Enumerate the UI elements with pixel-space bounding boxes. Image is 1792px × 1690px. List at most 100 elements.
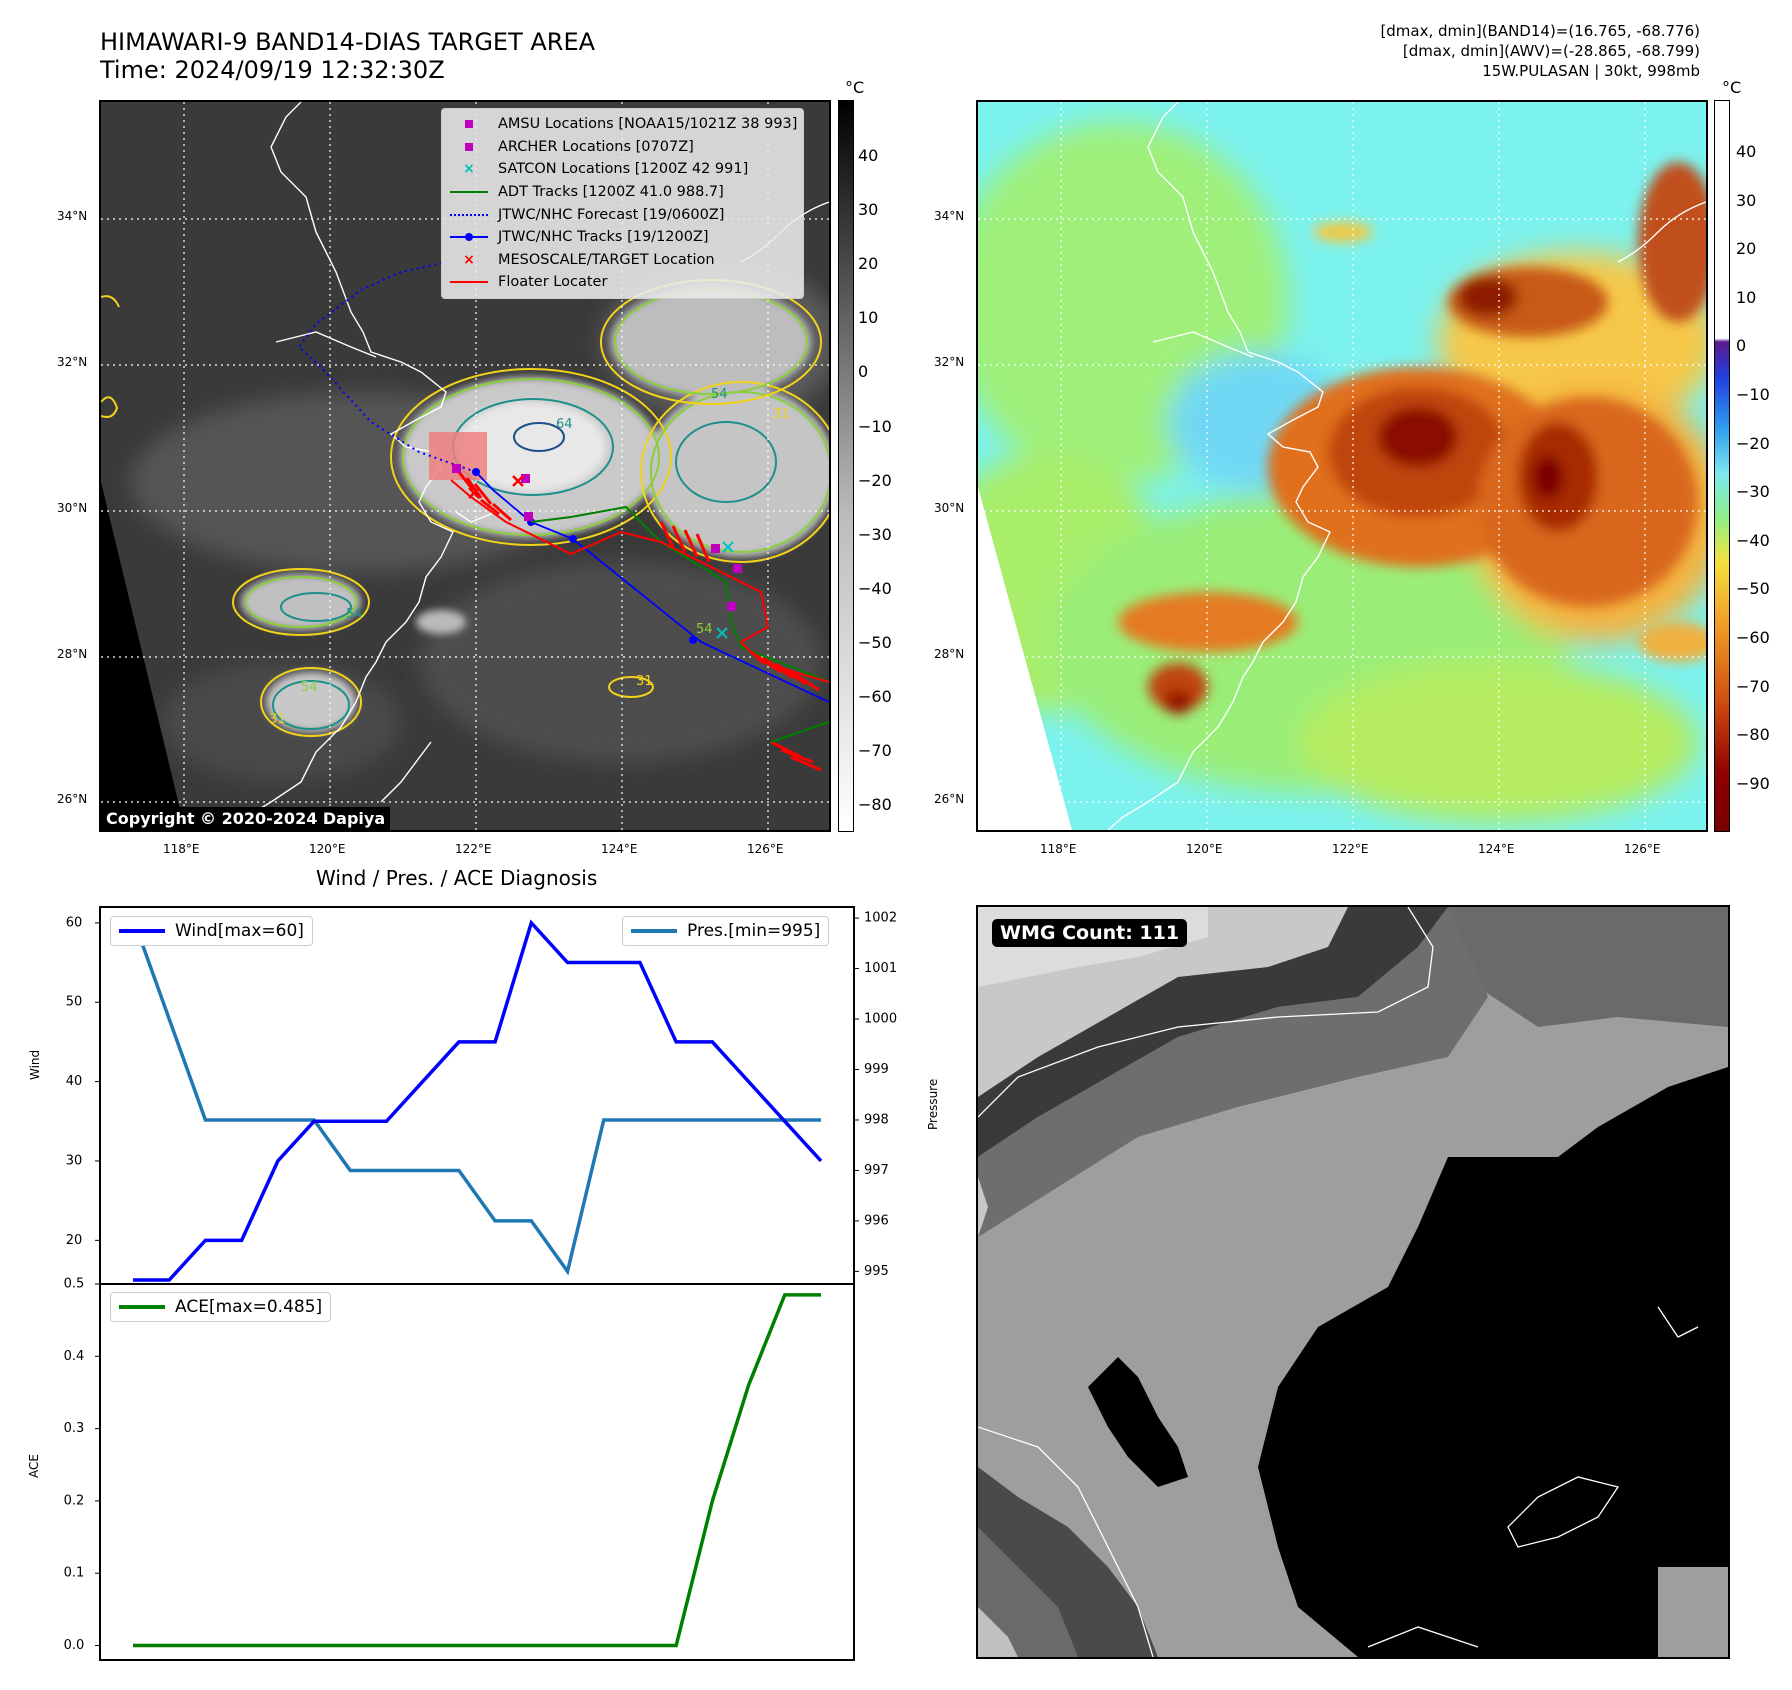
pressure-tick-label: 997 bbox=[864, 1163, 889, 1178]
ir-colorbar-tick: −10 bbox=[858, 416, 892, 436]
lon-tick-label: 124°E bbox=[601, 842, 638, 856]
lat-tick-label: 34°N bbox=[934, 209, 965, 223]
awv-colorbar-tick: −50 bbox=[1736, 579, 1770, 599]
ir-colorbar-tick: −40 bbox=[858, 578, 892, 598]
pressure-legend: Pres.[min=995] bbox=[622, 916, 830, 946]
lat-tick-label: 26°N bbox=[934, 792, 965, 806]
wmg-image bbox=[978, 907, 1728, 1657]
ace-tick-label: 0.2 bbox=[64, 1493, 85, 1508]
awv-colorbar-tick: −70 bbox=[1736, 676, 1770, 696]
legend-item-amsu: AMSU Locations [NOAA15/1021Z 38 993] bbox=[448, 113, 797, 136]
figure-title: HIMAWARI-9 BAND14-DIAS TARGET AREA bbox=[100, 28, 596, 56]
pressure-tick-label: 1001 bbox=[864, 961, 897, 976]
lon-tick-label: 118°E bbox=[1040, 842, 1077, 856]
ir-colorbar-tick: −30 bbox=[858, 524, 892, 544]
ace-tick-label: 0.5 bbox=[64, 1277, 85, 1292]
pressure-tick-label: 996 bbox=[864, 1213, 889, 1228]
awv-colorbar-unit: °C bbox=[1722, 78, 1742, 97]
pressure-tick-label: 1000 bbox=[864, 1012, 897, 1027]
awv-colorbar-tick: −90 bbox=[1736, 773, 1770, 793]
awv-colorbar-tick: −30 bbox=[1736, 482, 1770, 502]
lat-tick-label: 32°N bbox=[934, 355, 965, 369]
awv-image bbox=[978, 102, 1706, 830]
awv-range-text: [dmax, dmin](AWV)=(-28.865, -68.799) bbox=[1402, 42, 1700, 60]
awv-colorbar-tick: 20 bbox=[1736, 239, 1757, 259]
lon-tick-label: 122°E bbox=[1332, 842, 1369, 856]
ir-colorbar-tick: 10 bbox=[858, 308, 879, 328]
copyright-label: Copyright © 2020-2024 Dapiya bbox=[101, 807, 391, 830]
legend-item-archer: ARCHER Locations [0707Z] bbox=[448, 136, 797, 159]
legend-item-target: × MESOSCALE/TARGET Location bbox=[448, 249, 797, 272]
legend-item-satcon: × SATCON Locations [1200Z 42 991] bbox=[448, 158, 797, 181]
pressure-tick-label: 1002 bbox=[864, 911, 897, 926]
lon-tick-label: 124°E bbox=[1478, 842, 1515, 856]
legend-item-jtwc-tracks: JTWC/NHC Tracks [19/1200Z] bbox=[448, 226, 797, 249]
line-icon bbox=[448, 275, 490, 289]
awv-panel bbox=[976, 100, 1708, 832]
lat-tick-label: 30°N bbox=[934, 501, 965, 515]
wind-tick-label: 60 bbox=[66, 915, 83, 930]
square-marker-icon bbox=[448, 117, 490, 131]
contour-label: 64 bbox=[556, 417, 573, 432]
ir-legend: AMSU Locations [NOAA15/1021Z 38 993] ARC… bbox=[441, 108, 805, 299]
contour-label: 31 bbox=[636, 674, 653, 689]
wind-plot-frame bbox=[99, 906, 855, 1285]
lat-tick-label: 32°N bbox=[57, 355, 88, 369]
x-marker-icon: × bbox=[463, 161, 475, 178]
awv-colorbar-tick: −10 bbox=[1736, 385, 1770, 404]
pressure-axis-label: Pressure bbox=[926, 1078, 940, 1130]
awv-colorbar bbox=[1714, 100, 1730, 832]
wind-tick-label: 30 bbox=[66, 1153, 83, 1168]
line-icon bbox=[631, 929, 677, 933]
contour-label: 54 bbox=[301, 680, 318, 695]
ir-colorbar-tick: 30 bbox=[858, 200, 879, 220]
pressure-tick-label: 999 bbox=[864, 1062, 889, 1077]
ir-satellite-panel: 54 64 54 31 54 31 54 31 AMSU Locations [… bbox=[99, 100, 831, 832]
ace-legend: ACE[max=0.485] bbox=[110, 1292, 332, 1322]
band14-range-text: [dmax, dmin](BAND14)=(16.765, -68.776) bbox=[1380, 22, 1700, 40]
lat-tick-label: 28°N bbox=[934, 647, 965, 661]
pressure-series-line bbox=[131, 917, 821, 1276]
ace-tick-label: 0.1 bbox=[64, 1566, 85, 1581]
legend-item-jtwc-forecast: JTWC/NHC Forecast [19/0600Z] bbox=[448, 203, 797, 226]
ir-colorbar-tick: 0 bbox=[858, 362, 869, 382]
lon-tick-label: 126°E bbox=[747, 842, 784, 856]
dotted-line-icon bbox=[448, 208, 490, 222]
storm-info-text: 15W.PULASAN | 30kt, 998mb bbox=[1482, 62, 1700, 80]
wind-axis-label: Wind bbox=[28, 1049, 42, 1080]
wind-tick-label: 40 bbox=[66, 1074, 83, 1089]
ir-colorbar-tick: −80 bbox=[858, 795, 892, 815]
ace-axis-label: ACE bbox=[27, 1454, 41, 1478]
contour-label: 54 bbox=[711, 387, 728, 402]
wind-legend: Wind[max=60] bbox=[110, 916, 313, 946]
figure-time: Time: 2024/09/19 12:32:30Z bbox=[100, 56, 445, 84]
square-marker-icon bbox=[448, 140, 490, 154]
lon-tick-label: 118°E bbox=[163, 842, 200, 856]
lat-tick-label: 34°N bbox=[57, 209, 88, 223]
legend-item-floater: Floater Locater bbox=[448, 271, 797, 294]
line-dot-icon bbox=[448, 230, 490, 244]
ir-colorbar-tick: −20 bbox=[858, 470, 892, 490]
awv-colorbar-tick: −80 bbox=[1736, 725, 1770, 745]
ir-colorbar-tick: 40 bbox=[858, 146, 879, 165]
ir-colorbar-unit: °C bbox=[845, 78, 865, 97]
wmg-panel: WMG Count: 111 bbox=[976, 905, 1730, 1659]
ace-series-line bbox=[133, 1293, 821, 1648]
ir-colorbar-tick: −70 bbox=[858, 741, 892, 761]
contour-label: 31 bbox=[269, 712, 286, 727]
ace-tick-label: 0.0 bbox=[64, 1638, 85, 1653]
lat-tick-label: 26°N bbox=[57, 792, 88, 806]
lon-tick-label: 120°E bbox=[1186, 842, 1223, 856]
wmg-count-label: WMG Count: 111 bbox=[992, 919, 1188, 947]
wind-tick-label: 20 bbox=[66, 1233, 83, 1248]
lon-tick-label: 126°E bbox=[1624, 842, 1661, 856]
wind-pressure-ace-chart: 60 50 40 30 20 1002 1001 1000 999 998 997 996 995 0.5… bbox=[64, 906, 897, 1661]
ace-tick-label: 0.3 bbox=[64, 1421, 85, 1436]
ace-tick-label: 0.4 bbox=[64, 1349, 85, 1364]
wind-series-line bbox=[133, 919, 823, 1282]
diagnosis-title: Wind / Pres. / ACE Diagnosis bbox=[316, 866, 598, 890]
line-icon bbox=[119, 929, 165, 933]
pressure-tick-label: 998 bbox=[864, 1112, 889, 1127]
ir-colorbar-tick: −50 bbox=[858, 632, 892, 652]
awv-colorbar-tick: −40 bbox=[1736, 530, 1770, 550]
